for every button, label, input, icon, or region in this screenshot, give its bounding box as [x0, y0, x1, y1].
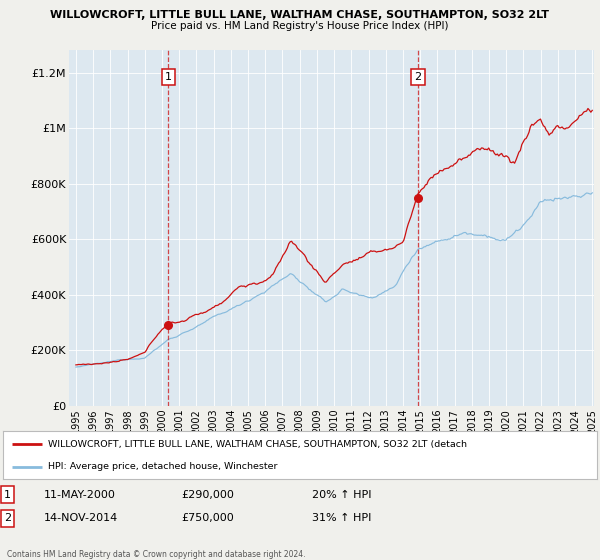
Text: 1: 1: [165, 72, 172, 82]
Text: 1: 1: [4, 489, 11, 500]
Text: Contains HM Land Registry data © Crown copyright and database right 2024.
This d: Contains HM Land Registry data © Crown c…: [7, 550, 306, 560]
Text: 2: 2: [415, 72, 421, 82]
Text: £750,000: £750,000: [181, 514, 234, 524]
Text: HPI: Average price, detached house, Winchester: HPI: Average price, detached house, Winc…: [47, 463, 277, 472]
Text: 11-MAY-2000: 11-MAY-2000: [43, 489, 115, 500]
Text: 20% ↑ HPI: 20% ↑ HPI: [312, 489, 371, 500]
Text: £290,000: £290,000: [181, 489, 234, 500]
Text: 2: 2: [4, 514, 11, 524]
Text: 14-NOV-2014: 14-NOV-2014: [43, 514, 118, 524]
Text: 31% ↑ HPI: 31% ↑ HPI: [312, 514, 371, 524]
Text: WILLOWCROFT, LITTLE BULL LANE, WALTHAM CHASE, SOUTHAMPTON, SO32 2LT: WILLOWCROFT, LITTLE BULL LANE, WALTHAM C…: [50, 10, 550, 20]
Text: WILLOWCROFT, LITTLE BULL LANE, WALTHAM CHASE, SOUTHAMPTON, SO32 2LT (detach: WILLOWCROFT, LITTLE BULL LANE, WALTHAM C…: [47, 440, 467, 449]
Text: Price paid vs. HM Land Registry's House Price Index (HPI): Price paid vs. HM Land Registry's House …: [151, 21, 449, 31]
